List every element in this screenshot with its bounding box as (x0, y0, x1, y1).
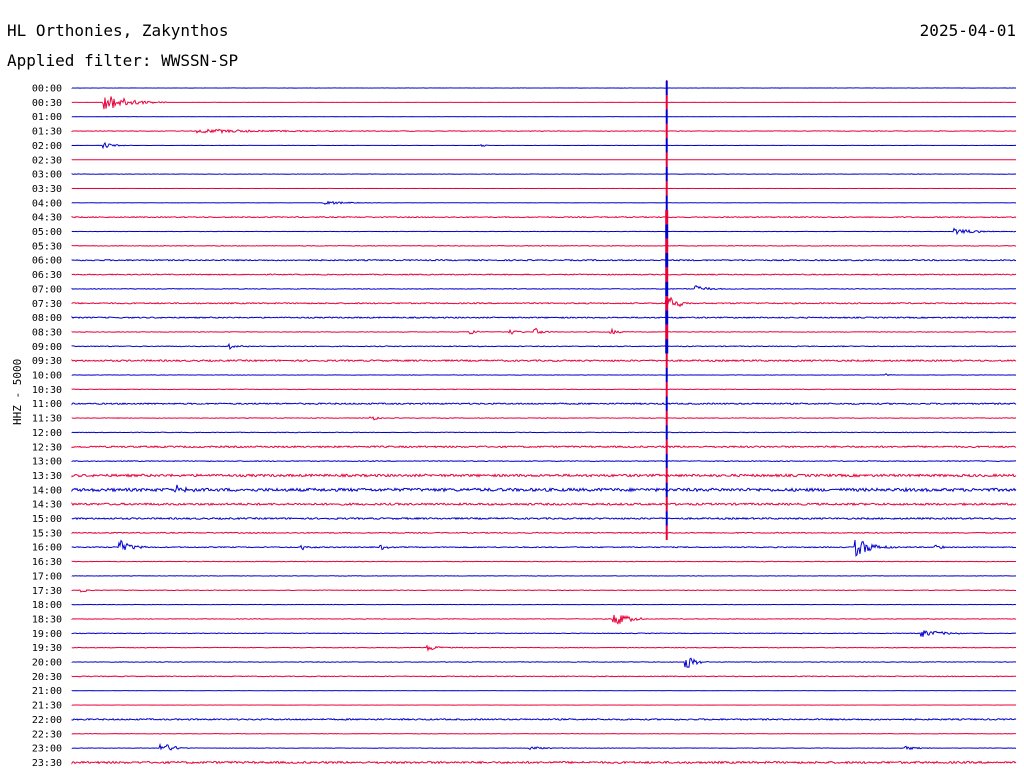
trace-row-1830 (71, 614, 1017, 625)
trace-row-1130 (71, 416, 1017, 421)
trace-row-2330 (71, 760, 1017, 765)
trace-row-1630 (71, 560, 1017, 563)
row-label: 19:30 (32, 643, 62, 654)
row-label: 04:00 (32, 198, 62, 209)
row-label: 09:00 (32, 342, 62, 353)
row-label: 20:00 (32, 658, 62, 669)
trace-row-2300 (71, 742, 1017, 751)
trace-row-0130 (71, 128, 1017, 135)
trace-row-2030 (71, 675, 1017, 678)
row-label: 13:00 (32, 457, 62, 468)
row-label: 03:00 (32, 170, 62, 181)
row-label: 17:00 (32, 571, 62, 582)
row-label: 19:00 (32, 629, 62, 640)
trace-row-0530 (71, 244, 1017, 247)
row-label: 21:30 (32, 701, 62, 712)
row-label: 11:00 (32, 399, 62, 410)
row-label: 02:00 (32, 141, 62, 152)
row-label: 11:30 (32, 414, 62, 425)
row-label: 01:30 (32, 127, 62, 138)
trace-row-1000 (71, 373, 1017, 377)
row-label: 12:30 (32, 442, 62, 453)
trace-row-1230 (71, 445, 1017, 449)
trace-row-1430 (71, 501, 1017, 507)
trace-row-1900 (71, 630, 1017, 637)
trace-row-1530 (71, 531, 1017, 535)
row-label: 22:00 (32, 715, 62, 726)
row-label: 16:30 (32, 557, 62, 568)
row-label: 03:30 (32, 184, 62, 195)
trace-row-0500 (71, 227, 1017, 236)
row-label: 00:30 (32, 98, 62, 109)
row-label: 15:30 (32, 528, 62, 539)
row-label: 07:00 (32, 284, 62, 295)
trace-row-0900 (71, 342, 1017, 351)
row-label: 10:30 (32, 385, 62, 396)
row-label: 18:30 (32, 614, 62, 625)
trace-row-0700 (71, 285, 1017, 291)
trace-row-1300 (71, 460, 1017, 463)
row-label: 10:00 (32, 371, 62, 382)
row-label: 05:30 (32, 241, 62, 252)
trace-row-2200 (71, 717, 1017, 721)
trace-row-1500 (71, 516, 1017, 521)
trace-row-1030 (71, 388, 1017, 391)
station-title: HL Orthonies, Zakynthos (7, 21, 229, 40)
trace-row-1200 (71, 431, 1017, 434)
trace-row-0800 (71, 315, 1017, 319)
row-label: 21:00 (32, 686, 62, 697)
filter-label: Applied filter: WWSSN-SP (7, 51, 239, 70)
trace-row-0630 (71, 273, 1017, 276)
trace-row-1600 (71, 539, 1017, 557)
row-label: 01:00 (32, 112, 62, 123)
trace-row-0600 (71, 258, 1017, 262)
row-label: 16:00 (32, 543, 62, 554)
row-label: 07:30 (32, 299, 62, 310)
trace-row-1330 (71, 473, 1017, 478)
row-label: 06:30 (32, 270, 62, 281)
row-label: 18:00 (32, 600, 62, 611)
trace-row-0830 (71, 327, 1017, 335)
row-labels: 00:00 00:30 01:00 01:30 02:00 02:30 03:00 03:30… (32, 84, 62, 769)
row-label: 13:30 (32, 471, 62, 482)
row-label: 17:30 (32, 586, 62, 597)
row-label: 20:30 (32, 672, 62, 683)
row-label: 00:00 (32, 84, 62, 95)
trace-lines (71, 87, 1017, 765)
trace-row-2000 (71, 657, 1017, 668)
trace-row-0930 (71, 358, 1017, 363)
trace-row-1100 (71, 402, 1017, 406)
row-label: 08:00 (32, 313, 62, 324)
trace-row-1730 (71, 589, 1017, 593)
row-label: 14:00 (32, 485, 62, 496)
trace-row-0200 (71, 141, 1017, 150)
trace-row-0030 (71, 96, 1017, 110)
row-label: 09:30 (32, 356, 62, 367)
row-label: 23:30 (32, 758, 62, 769)
row-label: 14:30 (32, 500, 62, 511)
row-label: 06:00 (32, 256, 62, 267)
row-label: 23:00 (32, 744, 62, 755)
date-label: 2025-04-01 (919, 21, 1016, 40)
row-label: 15:00 (32, 514, 62, 525)
row-label: 12:00 (32, 428, 62, 439)
row-label: 08:30 (32, 327, 62, 338)
trace-row-1400 (71, 484, 1017, 493)
trace-row-0730 (71, 296, 1017, 308)
row-label: 05:00 (32, 227, 62, 238)
trace-row-0400 (71, 200, 1017, 205)
row-label: 02:30 (32, 155, 62, 166)
trace-row-0430 (71, 215, 1017, 219)
row-label: 22:30 (32, 729, 62, 740)
trace-row-1930 (71, 644, 1017, 652)
row-label: 04:30 (32, 213, 62, 224)
